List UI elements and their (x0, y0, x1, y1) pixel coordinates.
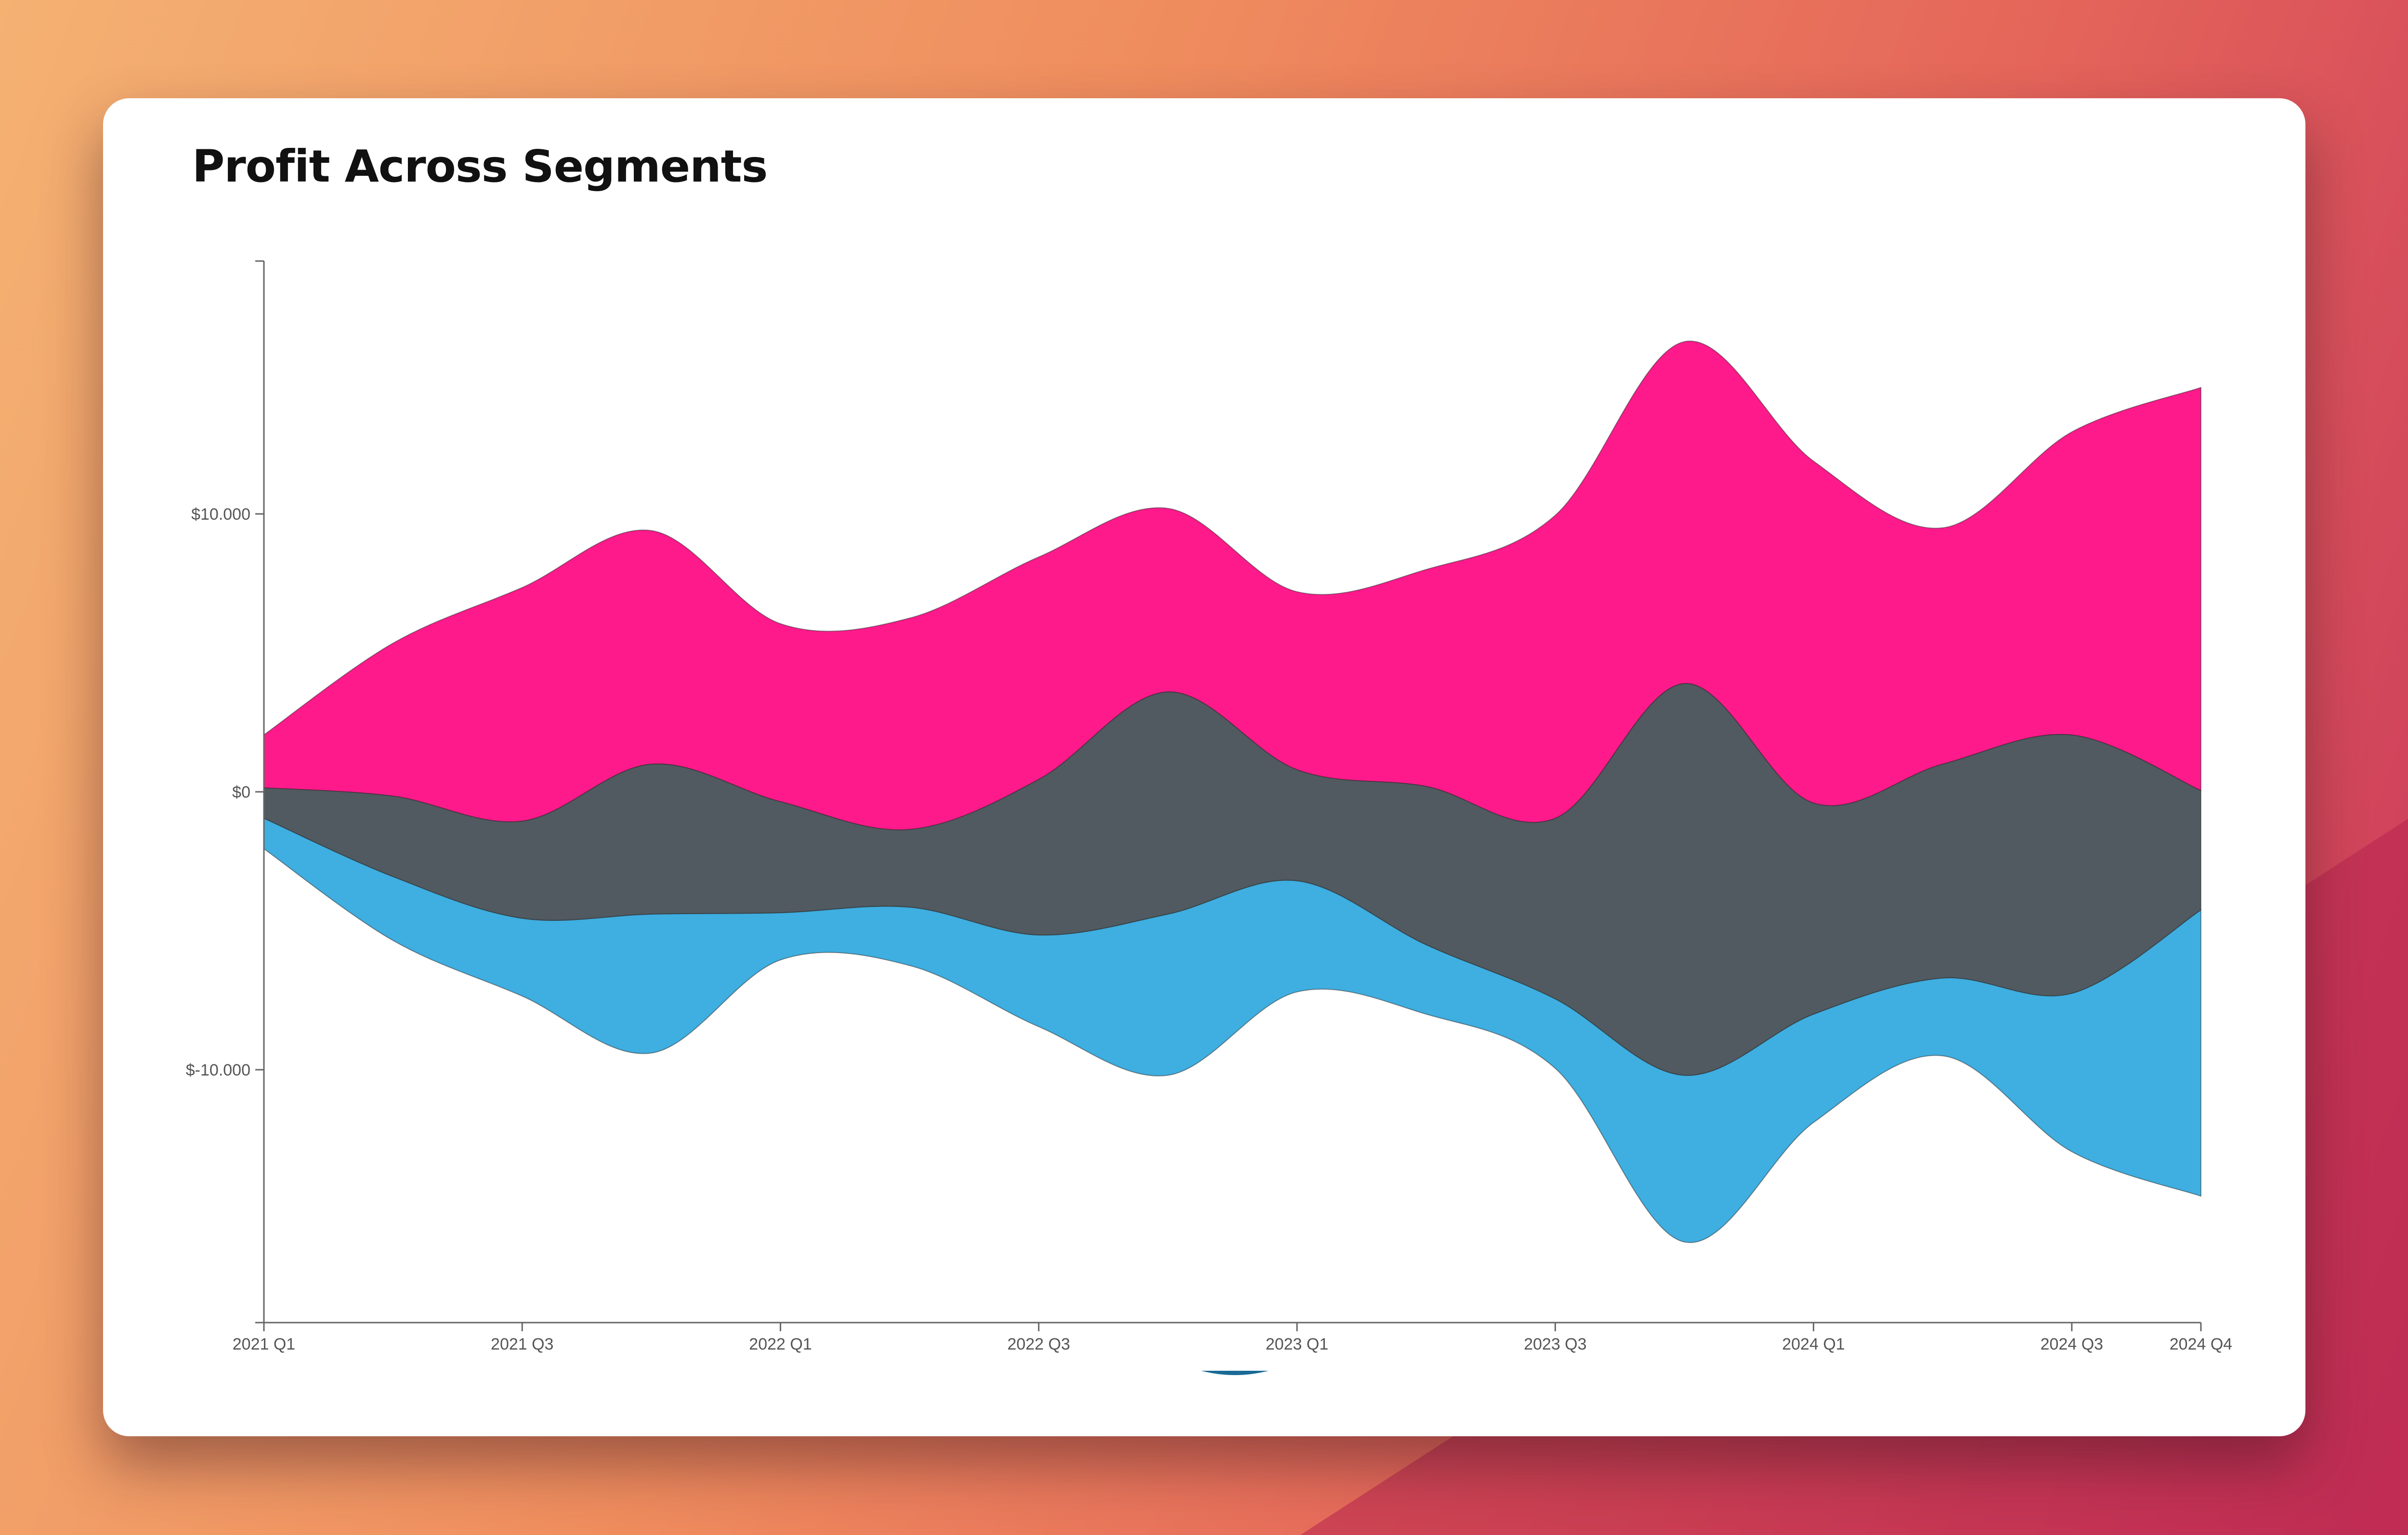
chart-title: Profit Across Segments (192, 141, 768, 192)
x-tick-label: 2024 Q3 (2041, 1335, 2103, 1353)
x-tick-label: 2021 Q1 (233, 1335, 295, 1353)
y-tick-label: $0 (232, 783, 250, 801)
x-tick-label: 2023 Q3 (1524, 1335, 1586, 1353)
y-tick-label: $10.000 (191, 505, 250, 524)
chart-card: Profit Across Segments $10.000 $0 $-10.000… (103, 98, 2305, 1436)
y-tick-label: $-10.000 (186, 1061, 250, 1079)
stream-layer-2 (263, 341, 2201, 830)
x-tick-label: 2023 Q1 (1266, 1335, 1328, 1353)
x-tick-label: 2022 Q3 (1008, 1335, 1070, 1353)
streamgraph-chart: $10.000 $0 $-10.000 2021 Q1 2021 Q3 2022 Q1 20… (186, 260, 2232, 1375)
x-tick-label: 2021 Q3 (491, 1335, 553, 1353)
x-tick-label: 2022 Q1 (749, 1335, 811, 1353)
x-tick-label: 2024 Q4 (2170, 1335, 2232, 1353)
legend-marker[interactable] (1201, 1371, 1269, 1375)
x-tick-label: 2024 Q1 (1782, 1335, 1845, 1353)
